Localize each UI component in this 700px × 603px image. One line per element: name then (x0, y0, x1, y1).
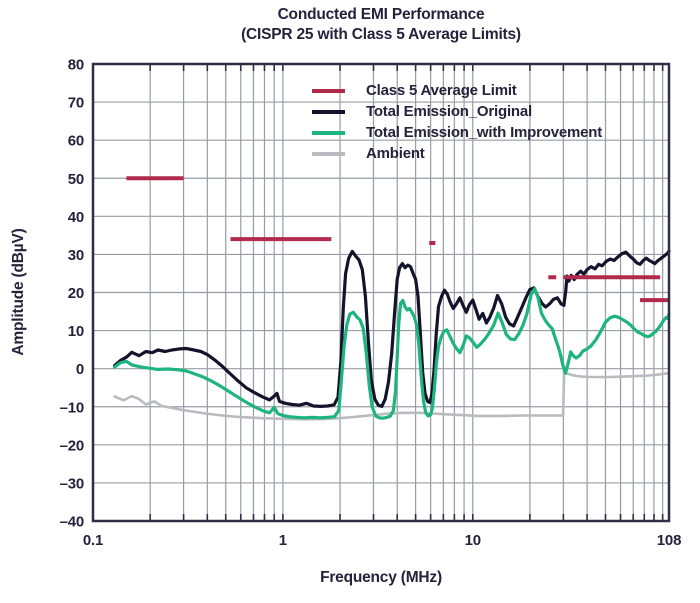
legend-label-limit: Class 5 Average Limit (366, 82, 517, 99)
svg-text:70: 70 (68, 95, 84, 112)
y-tick-labels: 80 70 60 50 40 30 20 10 0 –10 –20 –30 –40 (60, 57, 85, 531)
legend-label-improved: Total Emission_with Improvement (366, 124, 603, 141)
svg-text:–40: –40 (60, 514, 84, 531)
svg-text:10: 10 (68, 323, 84, 340)
series-original (112, 249, 671, 408)
legend-label-original: Total Emission_Original (366, 103, 532, 120)
legend-item-limit: Class 5 Average Limit (312, 80, 602, 101)
limit-lines (126, 176, 669, 303)
x-axis-label: Frequency (MHz) (320, 569, 442, 586)
legend-label-ambient: Ambient (366, 145, 425, 162)
legend-swatch-improved-line (312, 130, 345, 135)
svg-text:0.1: 0.1 (83, 532, 103, 549)
legend-swatch-original-line (312, 109, 345, 114)
svg-text:10: 10 (465, 532, 481, 549)
chart-title-line1: Conducted EMI Performance (277, 6, 485, 23)
series-improved (112, 287, 671, 420)
svg-text:50: 50 (68, 171, 84, 188)
legend-item-ambient: Ambient (312, 143, 602, 164)
svg-text:–30: –30 (60, 475, 84, 492)
legend-item-improved: Total Emission_with Improvement (312, 122, 602, 143)
svg-text:108: 108 (657, 532, 681, 549)
chart-title: Conducted EMI Performance (CISPR 25 with… (93, 5, 669, 45)
chart-title-line2: (CISPR 25 with Class 5 Average Limits) (241, 26, 521, 43)
legend-swatch-limit-line (312, 88, 345, 93)
legend-item-original: Total Emission_Original (312, 101, 602, 122)
series-ambient (113, 371, 671, 421)
axis-ticks (149, 65, 664, 520)
svg-text:80: 80 (68, 57, 84, 74)
svg-text:0: 0 (76, 361, 84, 378)
svg-text:30: 30 (68, 247, 84, 264)
legend: Class 5 Average Limit Total Emission_Ori… (312, 80, 602, 164)
svg-text:–20: –20 (60, 437, 84, 454)
svg-text:40: 40 (68, 209, 84, 226)
svg-text:20: 20 (68, 285, 84, 302)
plot-border (91, 62, 671, 523)
svg-text:60: 60 (68, 133, 84, 150)
legend-swatch-ambient-line (312, 151, 345, 156)
y-axis-label: Amplitude (dBµV) (10, 228, 27, 356)
svg-text:–10: –10 (60, 399, 84, 416)
x-tick-labels: 0.1 1 10 108 (83, 532, 682, 549)
svg-text:1: 1 (279, 532, 287, 549)
